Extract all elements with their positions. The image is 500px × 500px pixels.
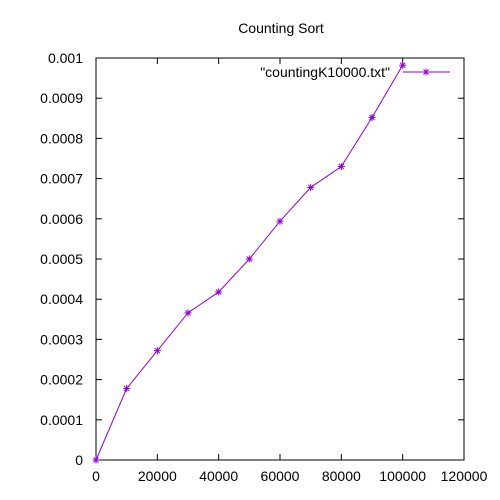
data-point [307, 183, 315, 191]
y-axis-ticks: 0 0.0001 0.0002 0.0003 0.0004 0.0005 0.0006 0.0… [40, 50, 464, 468]
plot-frame [95, 57, 465, 461]
y-tick-label: 0.0008 [40, 130, 83, 146]
legend-marker [422, 68, 430, 76]
data-point [92, 456, 100, 464]
y-tick-label: 0.001 [48, 50, 83, 66]
y-tick-label: 0 [75, 452, 83, 468]
y-tick-label: 0.0007 [40, 171, 83, 187]
legend-label: "countingK10000.txt" [260, 64, 390, 80]
y-tick-label: 0.0003 [40, 331, 83, 347]
data-point [184, 309, 192, 317]
data-point [215, 288, 223, 296]
x-tick-label: 120000 [441, 468, 488, 484]
legend: "countingK10000.txt" [260, 64, 450, 80]
y-tick-label: 0.0002 [40, 372, 83, 388]
x-tick-label: 20000 [138, 468, 177, 484]
y-tick-label: 0.0009 [40, 90, 83, 106]
data-point [368, 113, 376, 121]
y-tick-label: 0.0006 [40, 211, 83, 227]
y-tick-label: 0.0004 [40, 291, 83, 307]
x-tick-label: 100000 [379, 468, 426, 484]
data-point [399, 61, 407, 69]
x-tick-label: 40000 [199, 468, 238, 484]
x-tick-label: 80000 [322, 468, 361, 484]
data-point [245, 255, 253, 263]
data-point [153, 347, 161, 355]
legend-point [422, 68, 430, 76]
series-line [95, 64, 404, 461]
data-point [123, 384, 131, 392]
y-tick-label: 0.0005 [40, 251, 83, 267]
x-tick-label: 60000 [261, 468, 300, 484]
data-point [276, 217, 284, 225]
x-axis-ticks: 0 20000 40000 60000 80000 100000 120000 [92, 58, 488, 484]
chart-title: Counting Sort [238, 20, 324, 36]
data-point [337, 163, 345, 171]
x-tick-label: 0 [92, 468, 100, 484]
y-tick-label: 0.0001 [40, 412, 83, 428]
series-layer [92, 61, 407, 464]
